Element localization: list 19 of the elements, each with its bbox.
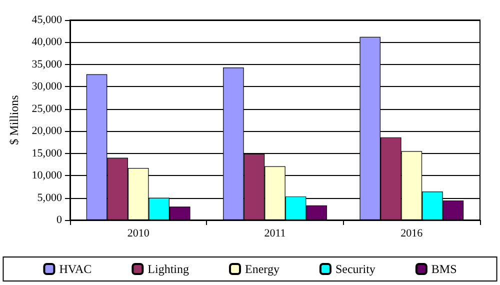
legend-label: Security [335,262,376,276]
y-tick-label: 40,000 [32,36,62,48]
legend-label: Lighting [148,262,190,276]
x-tick-label: 2016 [400,228,424,240]
y-tick-label: 25,000 [32,102,62,115]
y-tick-label: 5,000 [37,192,62,204]
legend-label: Energy [245,262,280,276]
legend-label: BMS [431,262,457,276]
legend-label: HVAC [59,262,92,276]
y-tick-label: 15,000 [32,147,62,160]
y-tick-label: 35,000 [32,58,62,70]
y-tick-label: 0 [56,214,62,226]
x-tick-label: 2011 [264,228,286,240]
y-tick-label: 45,000 [32,14,62,26]
x-tick-label: 2010 [127,228,150,240]
y-tick-label: 10,000 [32,170,62,182]
y-axis-title: $ Millions [7,94,21,145]
y-tick-label: 30,000 [32,80,62,93]
y-tick-label: 20,000 [32,125,62,138]
